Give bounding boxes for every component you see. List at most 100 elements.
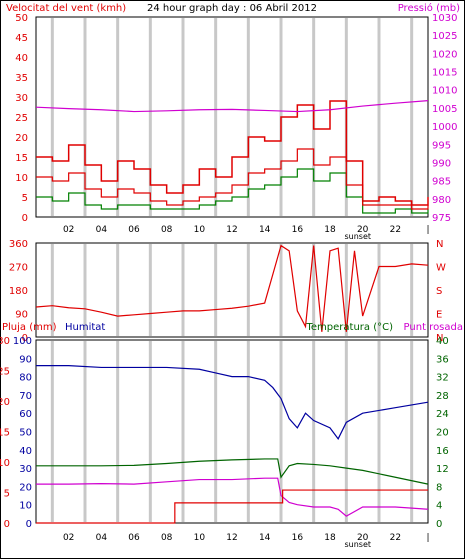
grid-line xyxy=(246,341,250,522)
wind-tick-label: 5 xyxy=(22,193,28,204)
grid-line xyxy=(214,18,218,216)
humidity-tick-label: 90 xyxy=(19,354,32,365)
direction-tick-label: 360 xyxy=(9,239,28,250)
x-tick-label: 04 xyxy=(96,225,108,235)
humidity-tick-label: 30 xyxy=(19,464,32,475)
grid-line xyxy=(214,341,218,522)
x-tick-label: 10 xyxy=(194,225,206,235)
wind-axis-label: Velocitat del vent (kmh) xyxy=(6,3,126,14)
temperature-tick-label: 36 xyxy=(436,354,449,365)
temperature-axis-label: Temperatura (°C) xyxy=(305,322,393,333)
grid-line xyxy=(410,244,414,336)
humidity-series xyxy=(36,365,429,440)
humidity-tick-label: 100 xyxy=(13,336,32,347)
humidity-tick-label: 0 xyxy=(26,519,32,530)
grid-line xyxy=(83,18,87,216)
compass-tick-label: S xyxy=(436,286,442,297)
grid-line xyxy=(83,244,87,336)
wind-tick-label: 10 xyxy=(15,173,28,184)
grid-line xyxy=(50,18,54,216)
wind-tick-label: 50 xyxy=(15,13,28,24)
humidity-tick-label: 40 xyxy=(19,446,32,457)
x-tick-label: 08 xyxy=(161,225,173,235)
temperature-tick-label: 24 xyxy=(436,409,449,420)
pressure-tick-label: 980 xyxy=(432,195,451,206)
sunset-label: sunset xyxy=(344,540,371,549)
temperature-tick-label: 40 xyxy=(436,336,449,347)
x-tick-label: 04 xyxy=(96,533,108,543)
pressure-tick-label: 1020 xyxy=(432,49,457,60)
rain-tick-label: 5 xyxy=(4,489,10,500)
panel-2 xyxy=(35,242,429,338)
grid-line xyxy=(181,18,185,216)
x-tick-label: 18 xyxy=(324,533,336,543)
rain-tick-label: 10 xyxy=(0,458,10,469)
grid-line xyxy=(116,18,120,216)
grid-line xyxy=(344,244,348,336)
rain-tick-label: 0 xyxy=(4,519,10,530)
rain-tick-label: 20 xyxy=(0,397,10,408)
x-tick-label: 12 xyxy=(226,225,237,235)
wind-tick-label: 0 xyxy=(22,213,28,224)
pressure-tick-label: 1005 xyxy=(432,104,457,115)
temperature-series xyxy=(36,458,429,485)
grid-line xyxy=(410,18,414,216)
grid-line xyxy=(410,341,414,522)
chart-title: 24 hour graph day : 06 Abril 2012 xyxy=(147,3,317,14)
pressure-tick-label: 995 xyxy=(432,140,451,151)
humidity-tick-label: 70 xyxy=(19,391,32,402)
grid-line xyxy=(246,244,250,336)
humidity-tick-label: 80 xyxy=(19,373,32,384)
x-tick-label: 08 xyxy=(161,533,173,543)
temperature-tick-label: 8 xyxy=(436,482,442,493)
grid-line xyxy=(312,244,316,336)
wind-tick-label: 25 xyxy=(15,113,28,124)
direction-tick-label: 180 xyxy=(9,286,28,297)
grid-line xyxy=(148,18,152,216)
grid-line xyxy=(181,341,185,522)
sunset-label: sunset xyxy=(344,232,371,241)
wind-direction-series xyxy=(35,244,429,332)
x-tick-label: | xyxy=(426,533,429,543)
x-tick-label: 16 xyxy=(292,225,304,235)
x-tick-label: 02 xyxy=(63,225,74,235)
rain-tick-label: 15 xyxy=(0,428,10,439)
pressure-tick-label: 1025 xyxy=(432,31,457,42)
grid-line xyxy=(246,18,250,216)
dewpoint-series xyxy=(36,477,429,517)
grid-line xyxy=(214,244,218,336)
x-tick-label: 12 xyxy=(226,533,237,543)
grid-line xyxy=(83,341,87,522)
pressure-tick-label: 1000 xyxy=(432,122,457,133)
x-tick-label: 20 xyxy=(357,225,369,235)
wind-tick-label: 45 xyxy=(15,33,28,44)
x-tick-label: 22 xyxy=(390,225,401,235)
temperature-tick-label: 4 xyxy=(436,501,442,512)
direction-tick-label: 270 xyxy=(9,263,28,274)
grid-line xyxy=(279,341,283,522)
compass-tick-label: N xyxy=(436,239,443,250)
temperature-tick-label: 0 xyxy=(436,519,442,530)
compass-tick-label: W xyxy=(436,263,446,274)
grid-line xyxy=(377,244,381,336)
wind-tick-label: 20 xyxy=(15,133,28,144)
pressure-tick-label: 975 xyxy=(432,213,451,224)
grid-line xyxy=(279,244,283,336)
grid-line xyxy=(148,341,152,522)
grid-line xyxy=(377,18,381,216)
pressure-series xyxy=(35,100,429,113)
pressure-tick-label: 1015 xyxy=(432,68,457,79)
grid-line xyxy=(377,341,381,522)
humidity-tick-label: 20 xyxy=(19,482,32,493)
direction-tick-label: 90 xyxy=(15,310,28,321)
wind-tick-label: 15 xyxy=(15,153,28,164)
wind-tick-label: 35 xyxy=(15,73,28,84)
wind-tick-label: 30 xyxy=(15,93,28,104)
x-tick-label: 02 xyxy=(63,533,74,543)
pressure-tick-label: 985 xyxy=(432,177,451,188)
grid-line xyxy=(50,341,54,522)
grid-line xyxy=(344,341,348,522)
temperature-tick-label: 28 xyxy=(436,391,449,402)
grid-line xyxy=(116,341,120,522)
